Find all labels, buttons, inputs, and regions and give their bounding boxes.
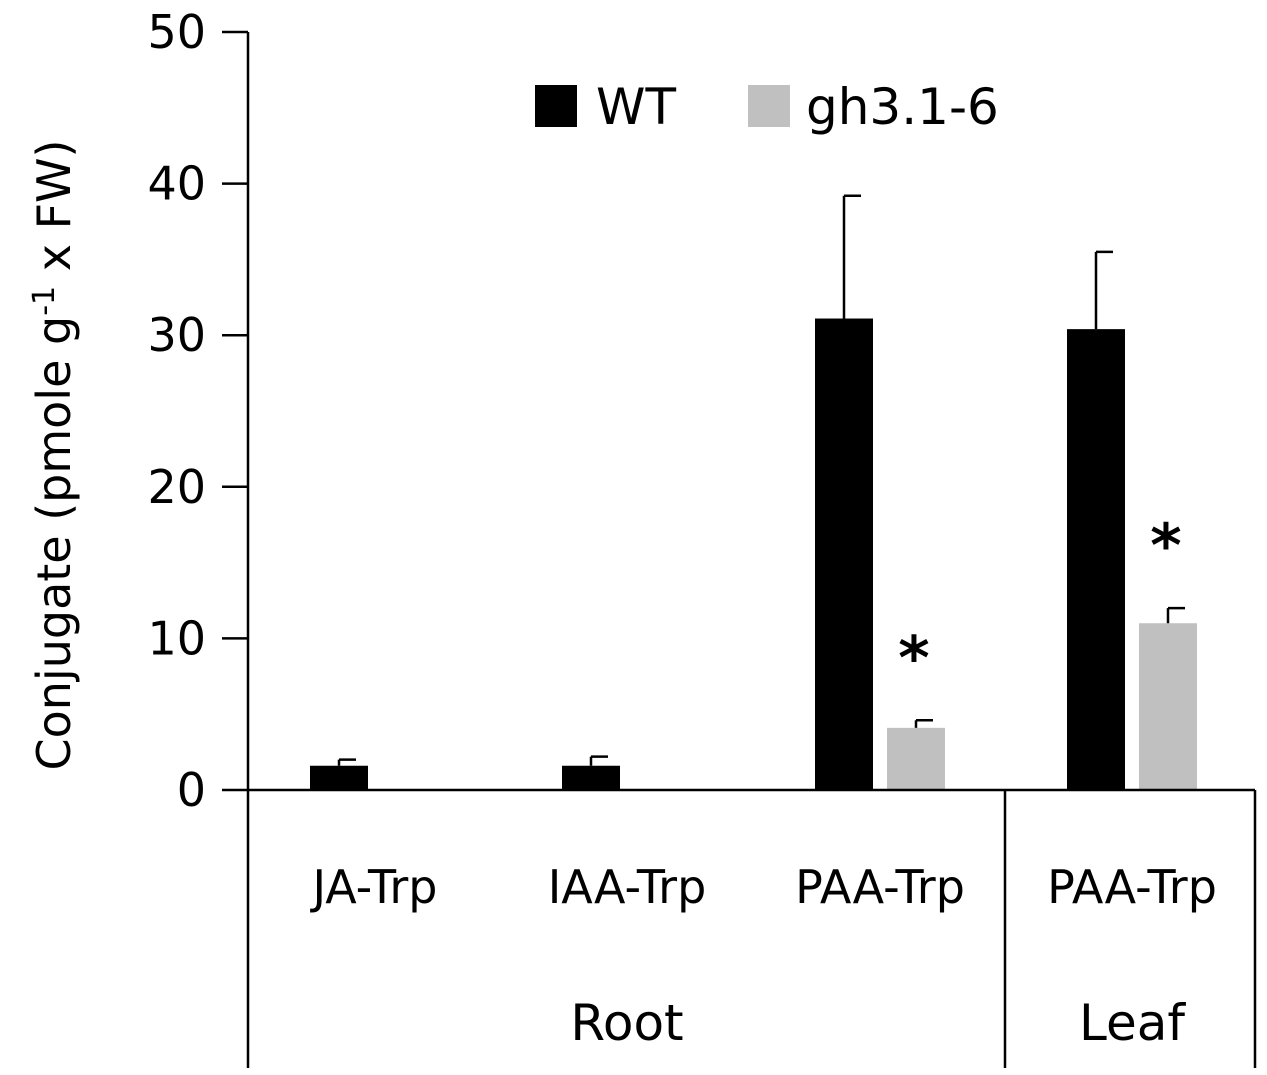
y-axis: 0 10 20 30 40 50 — [147, 5, 250, 817]
y-tick-label: 20 — [147, 460, 206, 514]
bar — [887, 727, 945, 790]
y-tick-label: 0 — [177, 763, 206, 817]
x-category-label: PAA-Trp — [795, 860, 965, 914]
x-category-label: PAA-Trp — [1047, 860, 1217, 914]
legend: WT gh3.1-6 — [535, 78, 999, 136]
bar — [1067, 329, 1125, 790]
bar — [562, 765, 620, 790]
y-tick-label: 50 — [147, 5, 206, 59]
bar — [310, 765, 368, 790]
legend-swatch — [535, 85, 577, 127]
x-category-label: IAA-Trp — [548, 860, 707, 914]
x-group-label: Leaf — [1079, 994, 1186, 1052]
y-tick-label: 40 — [147, 157, 206, 211]
bar — [1139, 623, 1197, 790]
legend-swatch — [748, 85, 790, 127]
x-category-label: JA-Trp — [309, 860, 437, 914]
significance-marker: * — [1150, 511, 1181, 581]
legend-label: WT — [596, 78, 676, 136]
y-tick-label: 30 — [147, 308, 206, 362]
bar — [815, 318, 873, 790]
legend-label: gh3.1-6 — [806, 78, 999, 136]
significance-marker: * — [898, 623, 929, 693]
x-axis: JA-Trp IAA-Trp PAA-Trp PAA-Trp Root Leaf — [246, 788, 1257, 1068]
x-group-label: Root — [570, 994, 683, 1052]
y-tick-label: 10 — [147, 611, 206, 665]
bars: ** — [310, 194, 1197, 790]
y-axis-label: Conjugate (pmole g-1 x FW) — [27, 140, 81, 771]
